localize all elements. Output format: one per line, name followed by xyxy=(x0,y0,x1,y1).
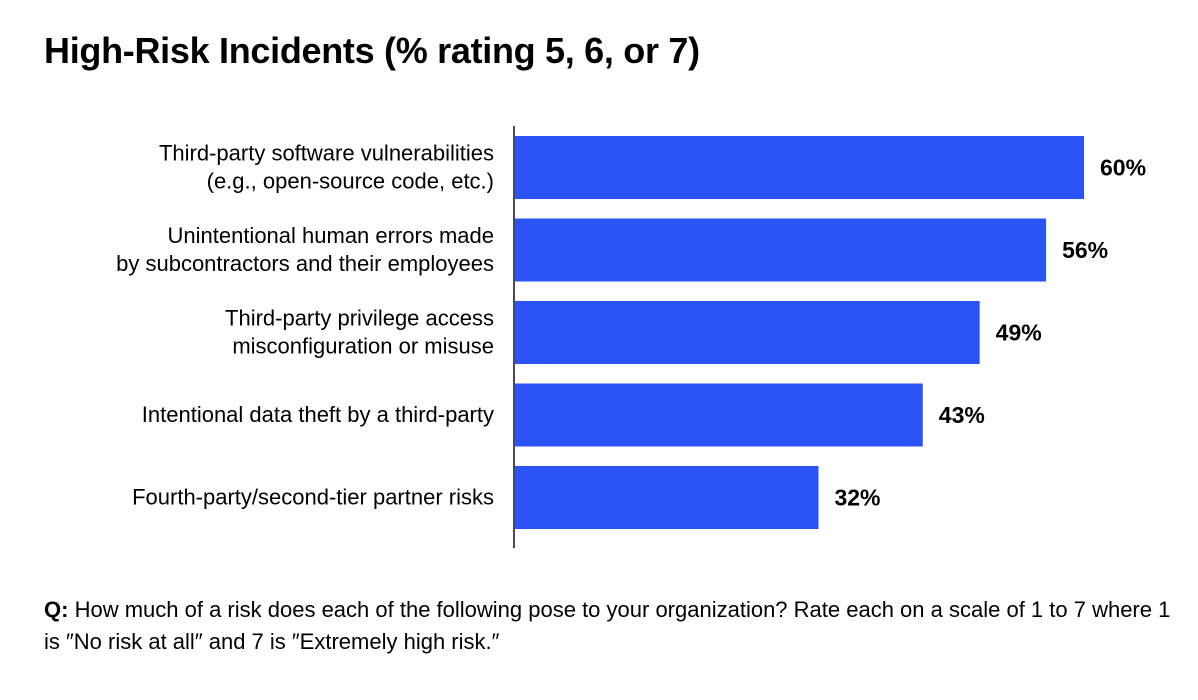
category-label-line: by subcontractors and their employees xyxy=(116,251,494,276)
category-label-line: Intentional data theft by a third-party xyxy=(142,402,494,427)
category-label-line: Unintentional human errors made xyxy=(167,223,494,248)
bar-2 xyxy=(515,301,980,364)
value-label-1: 56% xyxy=(1062,237,1108,263)
category-label-line: Third-party software vulnerabilities xyxy=(159,141,494,166)
category-label-2: Third-party privilege access misconfigura… xyxy=(225,306,494,359)
category-label-3: Intentional data theft by a third-party xyxy=(142,402,494,427)
category-label-1: Unintentional human errors made by subcon… xyxy=(116,223,494,276)
value-label-0: 60% xyxy=(1100,155,1146,181)
category-label-line: (e.g., open-source code, etc.) xyxy=(207,169,494,194)
bar-0 xyxy=(515,136,1084,199)
value-label-3: 43% xyxy=(939,402,985,428)
question-footnote: Q: How much of a risk does each of the f… xyxy=(44,594,1174,658)
bars-layer xyxy=(515,136,1084,529)
footnote-prefix: Q: xyxy=(44,597,69,622)
bar-1 xyxy=(515,218,1047,282)
footnote-text: How much of a risk does each of the foll… xyxy=(44,597,1171,654)
category-label-line: Third-party privilege access xyxy=(225,306,494,331)
labels-layer: 60% Third-party software vulnerabilities (… xyxy=(116,141,1146,511)
category-label-line: Fourth-party/second-tier partner risks xyxy=(132,485,494,510)
bar-4 xyxy=(515,466,819,529)
value-label-4: 32% xyxy=(834,485,880,511)
bar-3 xyxy=(515,383,923,447)
category-label-4: Fourth-party/second-tier partner risks xyxy=(132,485,494,510)
chart-title: High-Risk Incidents (% rating 5, 6, or 7… xyxy=(44,30,700,71)
category-label-line: misconfiguration or misuse xyxy=(232,334,494,359)
value-label-2: 49% xyxy=(996,320,1042,346)
category-label-0: Third-party software vulnerabilities (e.g… xyxy=(159,141,494,194)
